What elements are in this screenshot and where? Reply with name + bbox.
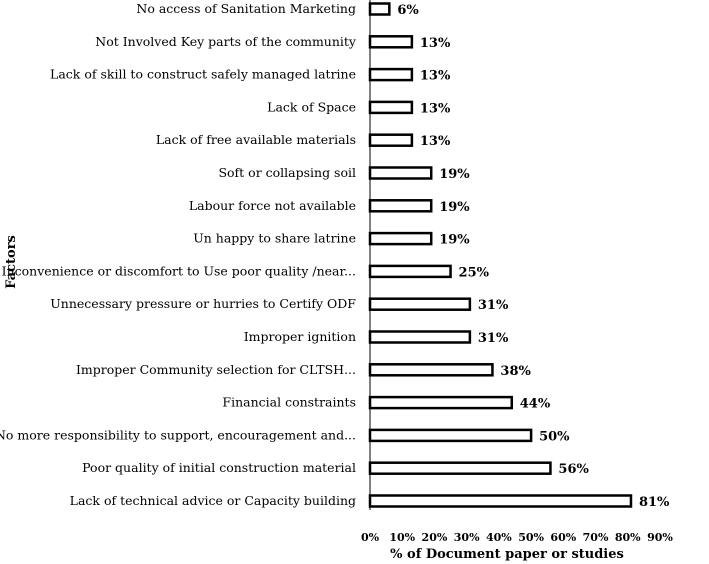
data-label: 31% (478, 331, 509, 346)
bar (368, 363, 494, 377)
category-label: Financial constraints (222, 395, 356, 410)
x-tick-label: 60% (550, 531, 576, 544)
x-tick-label: 50% (518, 531, 544, 544)
category-label: Un happy to share latrine (193, 231, 356, 246)
data-label: 50% (539, 429, 570, 444)
bar (368, 297, 472, 311)
data-label: 13% (420, 134, 451, 149)
data-label: 31% (478, 298, 509, 313)
bar (368, 264, 452, 279)
x-tick-label: 10% (389, 531, 415, 544)
x-tick-label: 40% (486, 531, 512, 544)
data-label: 19% (439, 167, 470, 182)
category-label: Labour force not available (189, 198, 356, 213)
category-label: Lack of technical advice or Capacity bui… (70, 493, 356, 508)
data-label: 56% (558, 462, 589, 477)
x-tick-label: 90% (647, 531, 673, 544)
bar (368, 166, 433, 180)
bar (368, 330, 472, 344)
data-label: 19% (439, 233, 470, 248)
category-label: No access of Sanitation Marketing (136, 1, 356, 16)
bar (368, 100, 414, 115)
category-label: Lack of Space (267, 99, 356, 114)
bar (368, 461, 552, 475)
data-label: 13% (420, 36, 451, 51)
x-tick-label: 20% (422, 531, 448, 544)
data-label: 25% (459, 265, 490, 280)
category-label: Lack of skill to construct safely manage… (50, 67, 356, 82)
bars (368, 2, 633, 508)
bar (368, 2, 391, 16)
data-label: 38% (500, 364, 531, 379)
category-label: Unnecessary pressure or hurries to Certi… (50, 296, 356, 311)
bar (368, 199, 433, 213)
bar (368, 428, 533, 443)
category-label: Improper ignition (244, 329, 356, 344)
bar (368, 35, 414, 49)
category-label: No more responsibility to support, encou… (0, 427, 356, 442)
data-label: 44% (520, 397, 551, 412)
x-tick-label: 80% (615, 531, 641, 544)
data-label: 6% (397, 3, 419, 18)
bar (368, 395, 514, 410)
category-label: Not Involved Key parts of the community (95, 34, 357, 49)
data-label: 13% (420, 69, 451, 84)
x-axis-title: % of Document paper or studies (390, 547, 624, 562)
category-label: Improper Community selection for CLTSH..… (76, 362, 356, 377)
category-label: Inconvenience or discomfort to Use poor … (2, 263, 356, 278)
category-label: Poor quality of initial construction mat… (82, 460, 356, 475)
bar (368, 231, 433, 246)
bar (368, 494, 633, 508)
data-label: 19% (439, 200, 470, 215)
category-labels: No access of Sanitation Marketing Not Inv… (0, 1, 357, 508)
bar (368, 67, 414, 82)
data-label: 81% (639, 495, 670, 510)
y-axis-title: Factors (4, 235, 19, 289)
value-labels: 6% 13% 13% 13% 13% 19% 19% 19% 25% 31% 31% 38% 44% 50… (397, 3, 670, 510)
x-tick-label: 70% (583, 531, 609, 544)
bar (368, 133, 414, 147)
x-axis: 0% 10% 20% 30% 40% 50% 60% 70% 80% 90% (361, 0, 673, 544)
data-label: 13% (420, 101, 451, 116)
category-label: Lack of free available materials (156, 132, 356, 147)
x-tick-label: 0% (361, 531, 380, 544)
category-label: Soft or collapsing soil (218, 165, 356, 180)
x-tick-label: 30% (454, 531, 480, 544)
